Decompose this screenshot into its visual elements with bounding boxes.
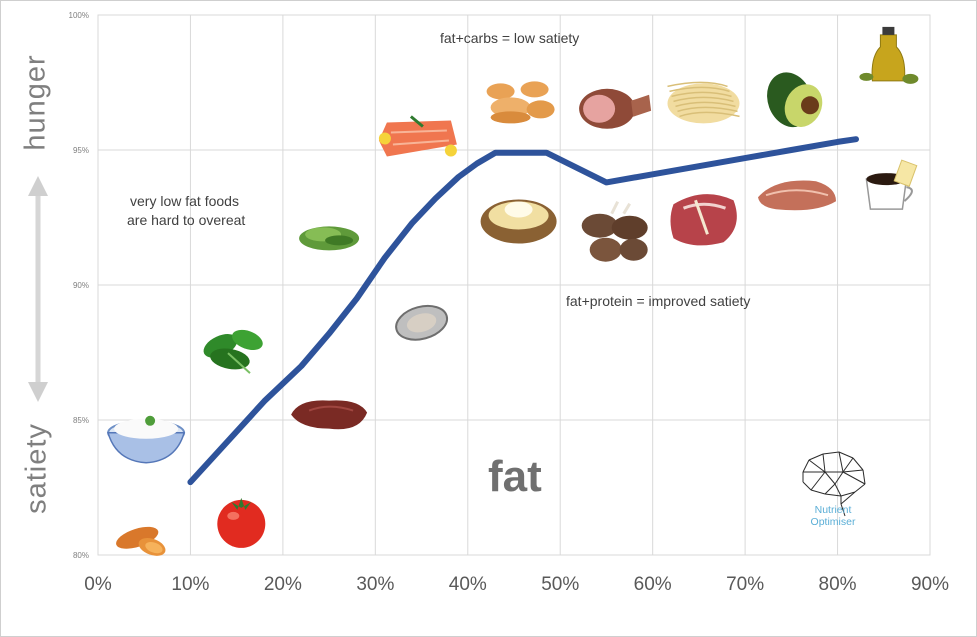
avocado-icon	[767, 72, 823, 128]
y-tick-label: 95%	[73, 146, 89, 155]
annotation-low-fat-line2: are hard to overeat	[127, 212, 246, 228]
nutrient-optimiser-logo	[802, 451, 866, 517]
oyster-icon	[395, 304, 449, 341]
series-line	[187, 136, 859, 486]
sweet-potato-icon	[116, 526, 166, 556]
y-tick-label: 85%	[73, 416, 89, 425]
x-tick-label: 50%	[541, 574, 579, 595]
series-group	[187, 136, 859, 486]
x-tick-label: 90%	[911, 574, 949, 595]
rice-icon	[107, 415, 186, 464]
x-tick-label: 30%	[356, 574, 394, 595]
y-label-satiety: satiety	[20, 423, 53, 514]
steak-icon	[670, 194, 737, 246]
x-tick-label: 80%	[819, 574, 857, 595]
x-tick-label: 20%	[264, 574, 302, 595]
salmon-icon	[378, 115, 457, 157]
liver-icon	[291, 400, 368, 430]
x-tick-label: 70%	[726, 574, 764, 595]
x-tick-label: 10%	[171, 574, 209, 595]
sprouts-icon	[299, 226, 360, 251]
x-tick-label: 0%	[84, 574, 112, 595]
logo-text-line2: Optimiser	[810, 516, 856, 528]
x-label-fat: fat	[488, 452, 542, 501]
baked-potato-icon	[480, 199, 557, 244]
pork-chop-icon	[758, 180, 836, 211]
annotation-fat-protein: fat+protein = improved satiety	[566, 293, 751, 309]
ham-icon	[579, 88, 652, 129]
olive-oil-icon	[859, 26, 919, 84]
tomato-icon	[217, 497, 266, 548]
x-tick-label: 40%	[449, 574, 487, 595]
coffee-butter-icon	[865, 159, 918, 210]
y-tick-label: 90%	[73, 281, 89, 290]
annotation-fat-carbs: fat+carbs = low satiety	[440, 30, 580, 46]
pasta-icon	[667, 81, 740, 124]
spinach-icon	[203, 329, 263, 374]
y-label-hunger: hunger	[19, 54, 52, 151]
y-tick-label: 100%	[69, 11, 89, 20]
annotation-low-fat-line1: very low fat foods	[130, 193, 239, 209]
y-axis-ticks: 80% 85% 90% 95% 100%	[69, 11, 89, 560]
x-axis-ticks: 0% 10% 20% 30% 40% 50% 60% 70% 80% 90%	[84, 574, 949, 595]
logo-text-line1: Nutrient	[814, 504, 852, 516]
crackers-icon	[486, 81, 555, 124]
food-icons	[107, 26, 919, 556]
lamb-chops-icon	[581, 201, 648, 262]
y-tick-label: 80%	[73, 551, 89, 560]
x-tick-label: 60%	[634, 574, 672, 595]
